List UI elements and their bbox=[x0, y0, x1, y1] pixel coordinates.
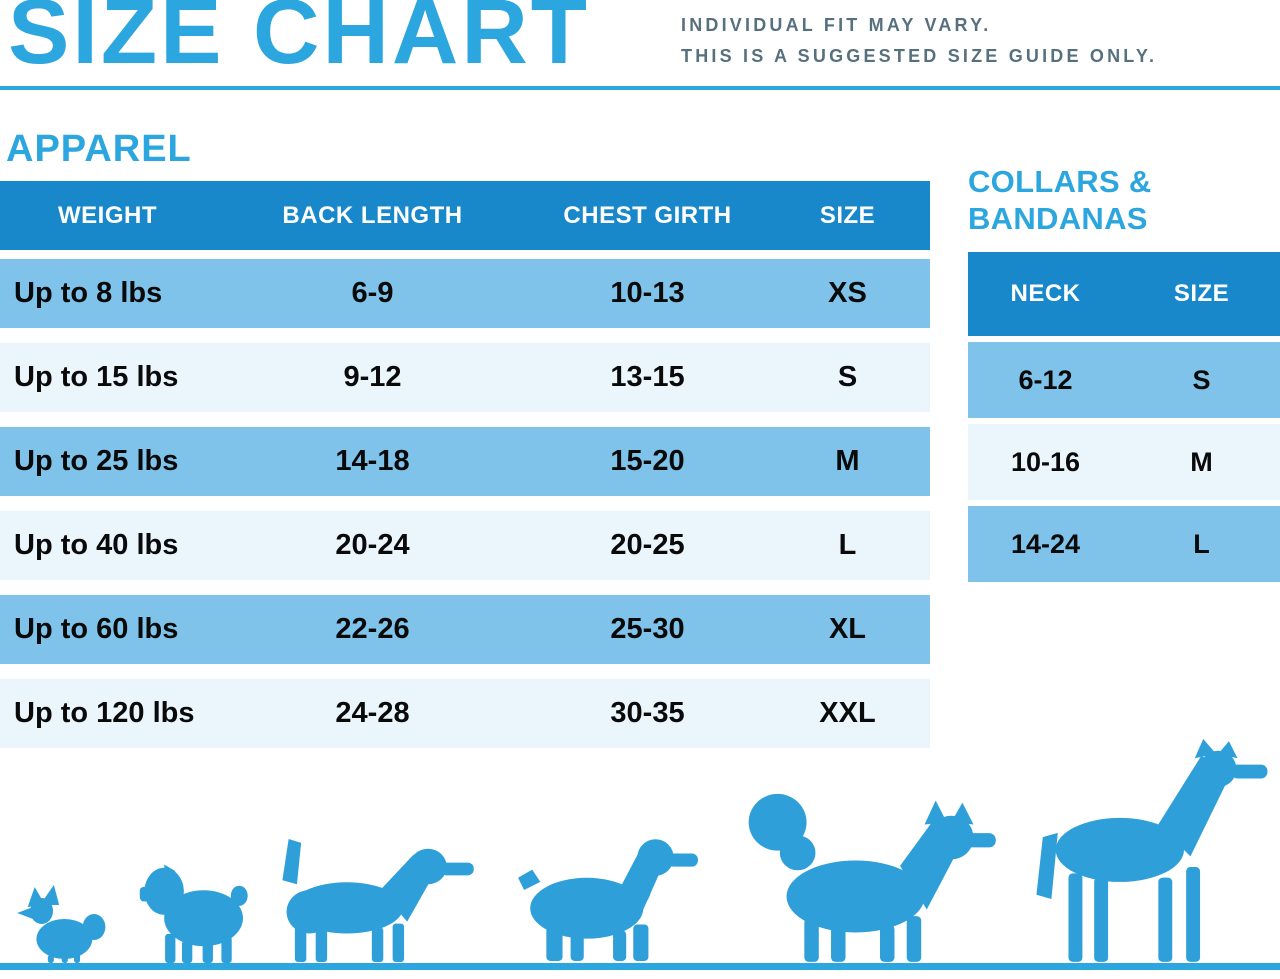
table-row-xxl: Up to 120 lbs 24-28 30-35 XXL bbox=[0, 679, 930, 748]
chest-girth-cell: 13-15 bbox=[610, 361, 685, 393]
size-cell: XXL bbox=[819, 697, 876, 729]
page-title: SIZE CHART bbox=[8, 0, 590, 83]
collars-size-table: NECK SIZE 6-12 S 10-16 M 14-24 L bbox=[968, 252, 1280, 588]
size-cell: M bbox=[1190, 446, 1213, 477]
disclaimer-line-2: THIS IS A SUGGESTED SIZE GUIDE ONLY. bbox=[681, 45, 1158, 66]
back-length-cell: 20-24 bbox=[335, 529, 410, 561]
neck-cell: 14-24 bbox=[1010, 528, 1081, 559]
header-divider bbox=[0, 86, 1280, 90]
column-header-back-length: BACK LENGTH bbox=[282, 201, 463, 229]
size-cell: S bbox=[1192, 364, 1211, 395]
back-length-cell: 6-9 bbox=[351, 277, 394, 309]
table-row-s: Up to 15 lbs 9-12 13-15 S bbox=[0, 343, 930, 412]
dog-silhouettes bbox=[0, 731, 1280, 963]
back-length-cell: 24-28 bbox=[335, 697, 410, 729]
apparel-size-table: WEIGHT BACK LENGTH CHEST GIRTH SIZE Up t… bbox=[0, 181, 930, 763]
column-header-chest-girth: CHEST GIRTH bbox=[563, 201, 732, 229]
toy-dog-icon bbox=[12, 883, 108, 963]
cocker-spaniel-icon bbox=[512, 821, 704, 963]
chest-girth-cell: 25-30 bbox=[610, 613, 685, 645]
weight-cell: Up to 15 lbs bbox=[14, 361, 179, 393]
size-cell: L bbox=[1193, 528, 1210, 559]
weight-cell: Up to 8 lbs bbox=[14, 277, 163, 309]
great-dane-icon bbox=[1030, 739, 1276, 963]
spitz-icon bbox=[742, 783, 998, 963]
size-cell: L bbox=[838, 529, 857, 561]
weight-cell: Up to 40 lbs bbox=[14, 529, 179, 561]
weight-cell: Up to 25 lbs bbox=[14, 445, 179, 477]
size-cell: XS bbox=[828, 277, 867, 309]
disclaimer-line-1: INDIVIDUAL FIT MAY VARY. bbox=[681, 15, 992, 35]
beagle-icon bbox=[272, 835, 480, 963]
chest-girth-cell: 30-35 bbox=[610, 697, 685, 729]
column-header-size: SIZE bbox=[819, 201, 876, 229]
back-length-cell: 22-26 bbox=[335, 613, 410, 645]
weight-cell: Up to 60 lbs bbox=[14, 613, 179, 645]
column-header-neck: NECK bbox=[1010, 280, 1081, 307]
table-row-l: Up to 40 lbs 20-24 20-25 L bbox=[0, 511, 930, 580]
table-row-m: Up to 25 lbs 14-18 15-20 M bbox=[0, 427, 930, 496]
table-row-xl: Up to 60 lbs 22-26 25-30 XL bbox=[0, 595, 930, 664]
collars-row-m: 10-16 M bbox=[968, 424, 1280, 500]
weight-cell: Up to 120 lbs bbox=[14, 697, 195, 729]
size-cell: S bbox=[837, 361, 858, 393]
size-cell: M bbox=[835, 445, 860, 477]
apparel-heading: APPAREL bbox=[6, 128, 192, 170]
pug-icon bbox=[136, 851, 258, 963]
column-header-size: SIZE bbox=[1173, 280, 1230, 307]
table-row-xs: Up to 8 lbs 6-9 10-13 XS bbox=[0, 259, 930, 328]
chest-girth-cell: 20-25 bbox=[610, 529, 685, 561]
size-cell: XL bbox=[828, 613, 867, 645]
back-length-cell: 9-12 bbox=[343, 361, 402, 393]
collars-row-l: 14-24 L bbox=[968, 506, 1280, 582]
collars-row-s: 6-12 S bbox=[968, 342, 1280, 418]
disclaimer: INDIVIDUAL FIT MAY VARY. THIS IS A SUGGE… bbox=[681, 10, 1157, 71]
chest-girth-cell: 15-20 bbox=[610, 445, 685, 477]
back-length-cell: 14-18 bbox=[335, 445, 410, 477]
neck-cell: 6-12 bbox=[1018, 364, 1073, 395]
collars-heading-line-1: COLLARS & bbox=[968, 164, 1152, 199]
collars-heading-line-2: BANDANAS bbox=[968, 201, 1148, 237]
apparel-table-header-row: WEIGHT BACK LENGTH CHEST GIRTH SIZE bbox=[0, 181, 930, 250]
neck-cell: 10-16 bbox=[1010, 446, 1081, 477]
chest-girth-cell: 10-13 bbox=[610, 277, 685, 309]
collars-heading: COLLARS & BANDANAS bbox=[968, 163, 1152, 237]
collars-table-header-row: NECK SIZE bbox=[968, 252, 1280, 336]
bottom-divider-bar bbox=[0, 963, 1280, 970]
column-header-weight: WEIGHT bbox=[58, 201, 157, 229]
